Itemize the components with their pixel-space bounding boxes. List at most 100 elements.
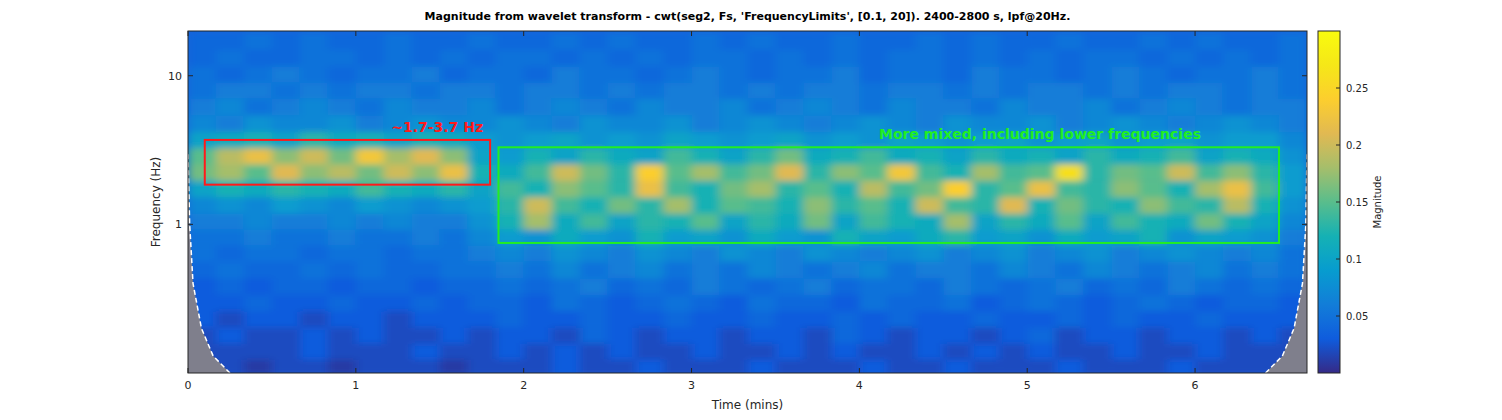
heatmap-cell — [775, 294, 804, 311]
heatmap-cell — [775, 66, 804, 83]
heatmap-cell — [719, 327, 748, 344]
heatmap-cell — [1223, 132, 1252, 149]
heatmap-cell — [356, 359, 385, 373]
heatmap-cell — [831, 359, 860, 373]
heatmap-cell — [384, 213, 413, 230]
heatmap-cell — [580, 164, 609, 181]
heatmap-cell — [831, 261, 860, 278]
heatmap-cell — [692, 32, 721, 49]
heatmap-cell — [1083, 311, 1112, 328]
heatmap-cell — [1111, 359, 1140, 373]
heatmap-cell — [468, 49, 497, 66]
heatmap-cell — [803, 343, 832, 359]
heatmap-cell — [1223, 278, 1252, 295]
heatmap-cell — [244, 294, 273, 311]
heatmap-cell — [188, 115, 217, 132]
heatmap-cell — [496, 82, 525, 99]
heatmap-cell — [1139, 49, 1168, 66]
heatmap-cell — [1083, 98, 1112, 115]
heatmap-cell — [831, 132, 860, 149]
heatmap-cell — [1055, 148, 1084, 165]
heatmap-cell — [775, 148, 804, 165]
heatmap-cell — [412, 213, 441, 230]
heatmap-cell — [328, 49, 357, 66]
heatmap-cell — [664, 148, 693, 165]
heatmap-cell — [412, 82, 441, 99]
heatmap-cell — [803, 311, 832, 328]
heatmap-cell — [775, 327, 804, 344]
heatmap-cell — [1223, 82, 1252, 99]
heatmap-cell — [1111, 294, 1140, 311]
heatmap-cell — [1167, 49, 1196, 66]
heatmap-cell — [272, 32, 301, 49]
heatmap-cell — [440, 66, 469, 83]
heatmap-cell — [244, 180, 273, 197]
heatmap-cell — [664, 180, 693, 197]
heatmap-cell — [887, 180, 916, 197]
heatmap-cell — [1139, 66, 1168, 83]
heatmap-cell — [188, 66, 217, 83]
heatmap-cell — [300, 359, 329, 373]
heatmap-cell — [887, 294, 916, 311]
heatmap-cell — [1251, 164, 1280, 181]
heatmap-cell — [1167, 98, 1196, 115]
heatmap-cell — [803, 180, 832, 197]
heatmap-cell — [496, 66, 525, 83]
heatmap-cell — [496, 245, 525, 262]
heatmap-cell — [328, 115, 357, 132]
heatmap-cell — [971, 359, 1000, 373]
heatmap-cell — [692, 278, 721, 295]
heatmap-cell — [971, 180, 1000, 197]
heatmap-cell — [748, 32, 777, 49]
heatmap-cell — [1251, 132, 1280, 149]
heatmap-cell — [188, 98, 217, 115]
heatmap-cell — [524, 115, 553, 132]
heatmap-cell — [915, 197, 944, 214]
heatmap-cell — [748, 132, 777, 149]
heatmap-cell — [775, 213, 804, 230]
heatmap-cell — [1111, 311, 1140, 328]
heatmap-cell — [692, 261, 721, 278]
heatmap-cell — [859, 98, 888, 115]
x-tick — [188, 368, 189, 373]
heatmap-cell — [524, 132, 553, 149]
heatmap-cell — [971, 82, 1000, 99]
heatmap-cell — [216, 278, 245, 295]
heatmap-cell — [580, 343, 609, 359]
heatmap-cell — [468, 245, 497, 262]
heatmap-cell — [1055, 359, 1084, 373]
heatmap-cell — [719, 32, 748, 49]
heatmap-cell — [775, 261, 804, 278]
heatmap-cell — [999, 261, 1028, 278]
heatmap-cell — [1083, 278, 1112, 295]
heatmap-cell — [300, 327, 329, 344]
heatmap-cell — [440, 148, 469, 165]
heatmap-cell — [384, 49, 413, 66]
heatmap-cell — [1055, 66, 1084, 83]
heatmap-cell — [356, 343, 385, 359]
heatmap-cell — [775, 278, 804, 295]
heatmap-cell — [216, 197, 245, 214]
heatmap-cell — [692, 245, 721, 262]
heatmap-cell — [1027, 32, 1056, 49]
heatmap-cell — [1195, 359, 1224, 373]
heatmap-cell — [943, 327, 972, 344]
heatmap-cell — [971, 311, 1000, 328]
heatmap-cell — [1223, 32, 1252, 49]
heatmap-cell — [440, 98, 469, 115]
heatmap-cell — [831, 66, 860, 83]
heatmap-cell — [636, 213, 665, 230]
heatmap-cell — [831, 98, 860, 115]
heatmap-cell — [1055, 213, 1084, 230]
heatmap-cell — [1279, 49, 1307, 66]
heatmap-cell — [496, 148, 525, 165]
heatmap-cell — [636, 98, 665, 115]
heatmap-cell — [636, 343, 665, 359]
heatmap-cell — [580, 180, 609, 197]
heatmap-cell — [1083, 261, 1112, 278]
heatmap-cell — [328, 245, 357, 262]
heatmap-cell — [580, 278, 609, 295]
y-tick — [1302, 75, 1307, 76]
heatmap-cell — [775, 245, 804, 262]
heatmap-cell — [412, 343, 441, 359]
